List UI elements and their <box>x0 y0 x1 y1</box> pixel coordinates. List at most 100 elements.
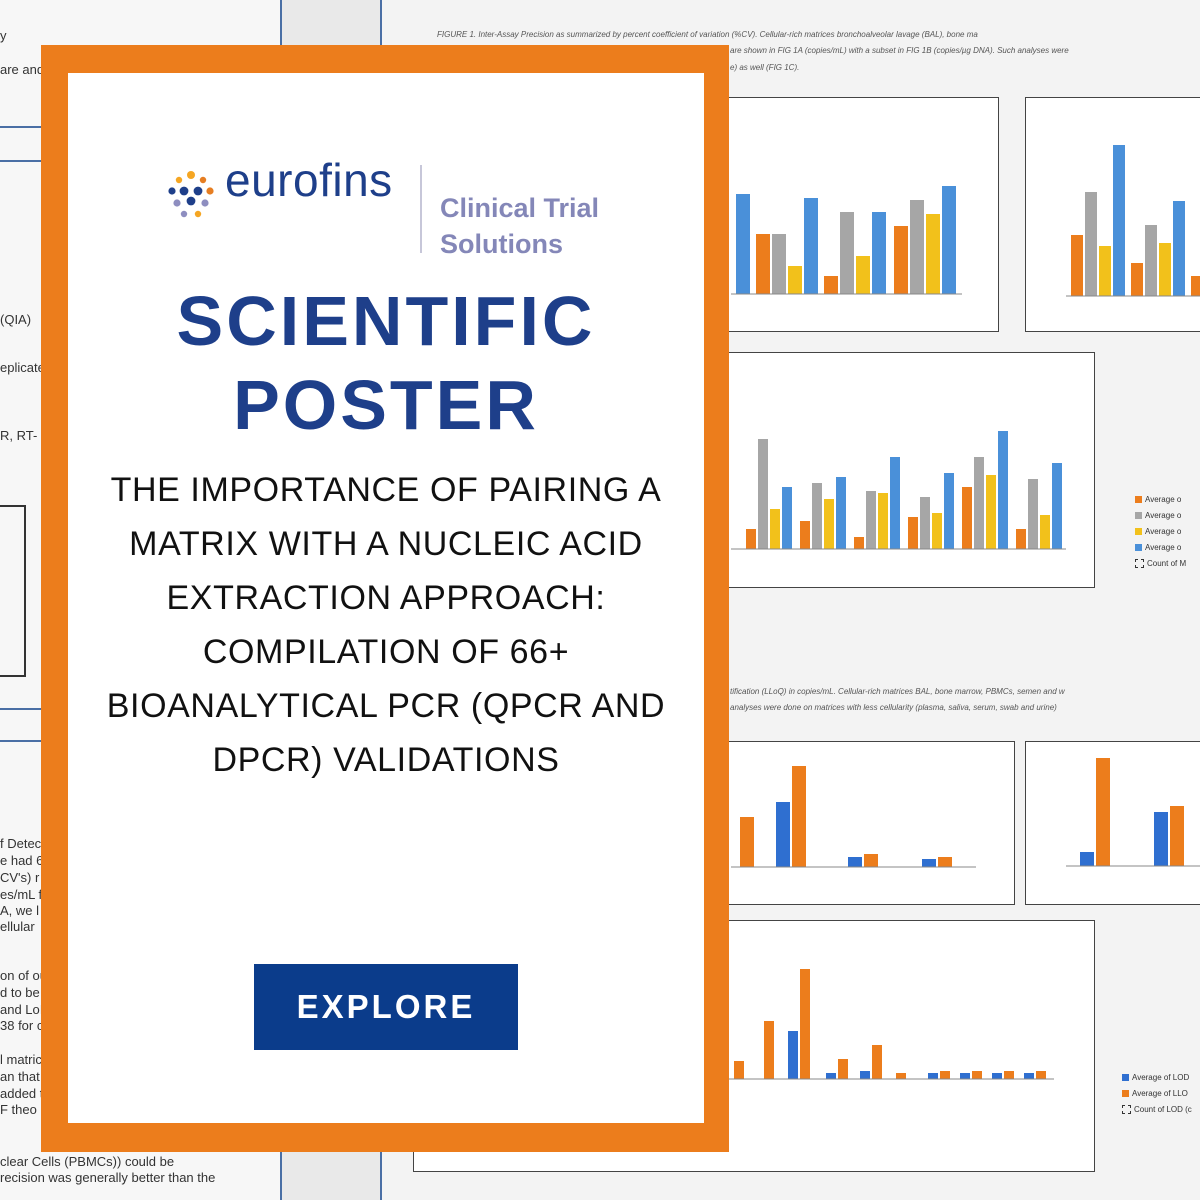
bar <box>764 1021 774 1079</box>
poster-chart-3-svg <box>731 431 1066 550</box>
eurofins-logo: eurofins Clinical Trial Solutions <box>165 133 645 273</box>
bar <box>776 802 790 867</box>
bar <box>908 517 918 549</box>
legend-entry: Average o <box>1135 492 1186 508</box>
bar <box>1085 192 1097 296</box>
poster-text-fragment: CV's) r <box>0 870 40 885</box>
bar <box>860 1071 870 1079</box>
poster-chart-2-svg <box>1066 145 1200 297</box>
poster-text-fragment: 38 for c <box>0 1018 44 1033</box>
legend-entry: Count of M <box>1135 556 1186 572</box>
bar <box>772 234 786 294</box>
bar <box>1170 806 1184 866</box>
poster-text-fragment: and LoI <box>0 1002 44 1017</box>
bar <box>890 457 900 549</box>
bar <box>992 1073 1002 1079</box>
bar <box>1016 529 1026 549</box>
bar <box>788 1031 798 1079</box>
bar <box>824 276 838 294</box>
bar <box>792 766 806 867</box>
poster-text-fragment: d to be <box>0 985 40 1000</box>
bar <box>1036 1071 1046 1079</box>
poster-chart-1-svg <box>731 186 962 295</box>
bar <box>1145 225 1157 296</box>
poster-title: THE IMPORTANCE OF PAIRING A MATRIX WITH … <box>106 471 666 779</box>
bar <box>1080 852 1094 866</box>
poster-figure-caption: are shown in FIG 1A (copies/mL) with a s… <box>730 46 1069 55</box>
poster-figure-caption: analyses were done on matrices with less… <box>730 703 1057 712</box>
bar <box>734 1061 744 1079</box>
bar <box>1113 145 1125 296</box>
brand-division: Clinical Trial Solutions <box>440 190 599 262</box>
bar <box>866 491 876 549</box>
bar <box>824 499 834 549</box>
bar <box>812 483 822 549</box>
legend-entry: Average o <box>1135 540 1186 556</box>
bar <box>1040 515 1050 549</box>
legend-entry: Average of LLO <box>1122 1086 1192 1102</box>
bar <box>1052 463 1062 549</box>
poster-figure-caption: e) as well (FIG 1C). <box>730 63 800 72</box>
bar <box>928 1073 938 1079</box>
poster-text-fragment: ellular <box>0 919 35 934</box>
poster-promo-card: eurofins Clinical Trial Solutions SCIENT… <box>68 73 704 1123</box>
bar <box>1028 479 1038 549</box>
brand-name: eurofins <box>225 154 393 206</box>
poster-legend-2: Average of LOD Average of LLO Count of L… <box>1122 1070 1192 1118</box>
poster-text-fragment: are and <box>0 62 45 77</box>
bar <box>998 431 1008 549</box>
bar <box>770 509 780 549</box>
bar <box>1154 812 1168 866</box>
bar <box>758 439 768 549</box>
bar <box>848 857 862 867</box>
bar <box>872 1045 882 1079</box>
eurofins-dots-logo-icon <box>168 171 214 218</box>
bar <box>736 194 750 294</box>
bar <box>1159 243 1171 296</box>
bar <box>944 473 954 549</box>
brand-division-line: Solutions <box>440 229 563 259</box>
bar <box>800 521 810 549</box>
bar <box>1131 263 1143 296</box>
poster-chart-3 <box>725 352 1095 588</box>
poster-chart-5-svg <box>1066 758 1200 867</box>
poster-chart-4-svg <box>731 766 976 868</box>
bar <box>940 1071 950 1079</box>
poster-text-fragment: added t <box>0 1086 44 1101</box>
bar <box>804 198 818 294</box>
poster-figure-caption: tification (LLoQ) in copies/mL. Cellular… <box>730 687 1065 696</box>
poster-text-fragment: es/mL f <box>0 887 43 902</box>
bar <box>986 475 996 549</box>
bar <box>972 1071 982 1079</box>
bar <box>878 493 888 549</box>
legend-entry: Average o <box>1135 508 1186 524</box>
bar <box>864 854 878 867</box>
bar <box>838 1059 848 1079</box>
poster-text-fragment: y <box>0 28 7 43</box>
bar <box>942 186 956 294</box>
logo-divider <box>420 165 422 253</box>
bar <box>926 214 940 294</box>
bar <box>938 857 952 867</box>
legend-entry: Count of LOD (c <box>1122 1102 1192 1118</box>
poster-text-fragment: eplicate <box>0 360 45 375</box>
poster-text-fragment: an that <box>0 1069 40 1084</box>
explore-button[interactable]: EXPLORE <box>254 964 518 1050</box>
bar <box>1071 235 1083 296</box>
bar <box>788 266 802 294</box>
bar <box>740 817 754 867</box>
bar <box>1004 1071 1014 1079</box>
bar <box>896 1073 906 1079</box>
bar <box>800 969 810 1079</box>
poster-figure-caption: FIGURE 1. Inter-Assay Precision as summa… <box>437 30 978 39</box>
bar <box>756 234 770 294</box>
poster-chart-5 <box>1025 741 1200 905</box>
bar <box>1191 276 1200 296</box>
poster-legend-1: Average o Average o Average o Average o … <box>1135 492 1186 572</box>
bar <box>920 497 930 549</box>
poster-text-fragment: on of ou <box>0 968 47 983</box>
bar <box>1099 246 1111 296</box>
poster-text-fragment: l matric <box>0 1052 42 1067</box>
bar <box>1173 201 1185 296</box>
poster-text-fragment: clear Cells (PBMCs)) could be <box>0 1154 175 1169</box>
